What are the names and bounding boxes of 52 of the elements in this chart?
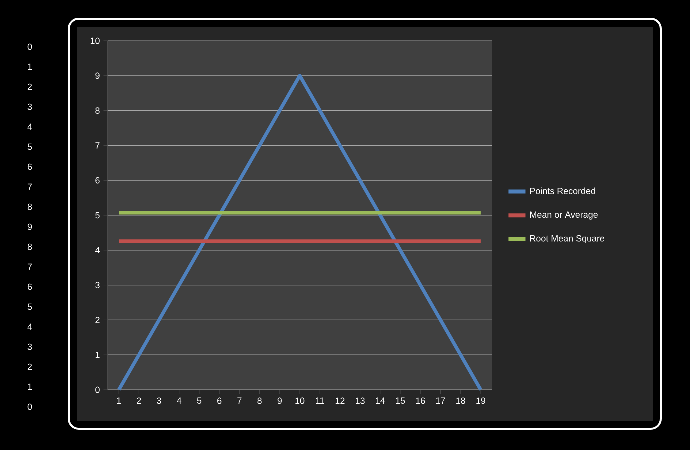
text: 2 bbox=[28, 364, 32, 370]
x-tick-label: 16 bbox=[416, 398, 426, 404]
x-tick-label: 15 bbox=[396, 398, 406, 404]
text: 1 bbox=[28, 384, 32, 390]
x-tick-label: 7 bbox=[238, 398, 242, 404]
y-tick-label: 4 bbox=[95, 247, 100, 254]
text: 3 bbox=[28, 104, 32, 110]
text: 6 bbox=[28, 164, 32, 170]
x-tick-label: 5 bbox=[197, 398, 202, 404]
text: 7 bbox=[28, 184, 32, 190]
text: 0 bbox=[28, 44, 32, 50]
x-tick-label: 1 bbox=[117, 398, 122, 404]
y-tick-label: 0 bbox=[96, 386, 100, 394]
text: 7 bbox=[28, 264, 32, 270]
x-tick-label: 13 bbox=[356, 398, 365, 404]
x-tick-label: 17 bbox=[436, 398, 446, 404]
x-tick-label: 11 bbox=[316, 398, 324, 404]
text: 5 bbox=[28, 304, 32, 310]
x-tick-label: 2 bbox=[137, 398, 142, 404]
text: 4 bbox=[28, 324, 32, 330]
text: 8 bbox=[28, 244, 32, 250]
x-tick-label: 12 bbox=[336, 398, 345, 404]
y-tick-label: 2 bbox=[96, 317, 100, 324]
text: 6 bbox=[28, 284, 32, 290]
y-tick-label: 8 bbox=[96, 108, 100, 114]
y-tick-label: 10 bbox=[90, 38, 100, 44]
x-tick-label: 3 bbox=[157, 398, 162, 404]
text: 9 bbox=[28, 224, 32, 230]
y-tick-label: 7 bbox=[96, 142, 100, 149]
y-tick-label: 9 bbox=[96, 72, 100, 80]
x-tick-label: 9 bbox=[278, 398, 282, 404]
text: 1 bbox=[28, 64, 32, 70]
x-tick-label: 4 bbox=[177, 398, 182, 404]
x-tick-label: 19 bbox=[476, 398, 486, 404]
legend-label: Points Recorded bbox=[530, 188, 596, 194]
x-tick-label: 6 bbox=[218, 398, 222, 404]
text: 0 bbox=[28, 404, 32, 410]
text: 3 bbox=[28, 344, 32, 350]
legend-label: Mean or Average bbox=[530, 212, 598, 220]
y-tick-label: 1 bbox=[96, 352, 100, 358]
legend-label: Root Mean Square bbox=[530, 235, 605, 244]
text: 2 bbox=[28, 84, 32, 90]
text: 8 bbox=[28, 204, 32, 210]
x-tick-label: 10 bbox=[296, 398, 305, 404]
y-tick-label: 6 bbox=[96, 177, 100, 184]
x-tick-label: 18 bbox=[456, 398, 466, 404]
text: 4 bbox=[28, 124, 32, 130]
text: 5 bbox=[28, 144, 32, 150]
y-tick-label: 3 bbox=[96, 282, 100, 288]
y-tick-label: 5 bbox=[96, 212, 100, 219]
x-tick-label: 14 bbox=[376, 398, 386, 404]
x-tick-label: 8 bbox=[258, 398, 262, 404]
